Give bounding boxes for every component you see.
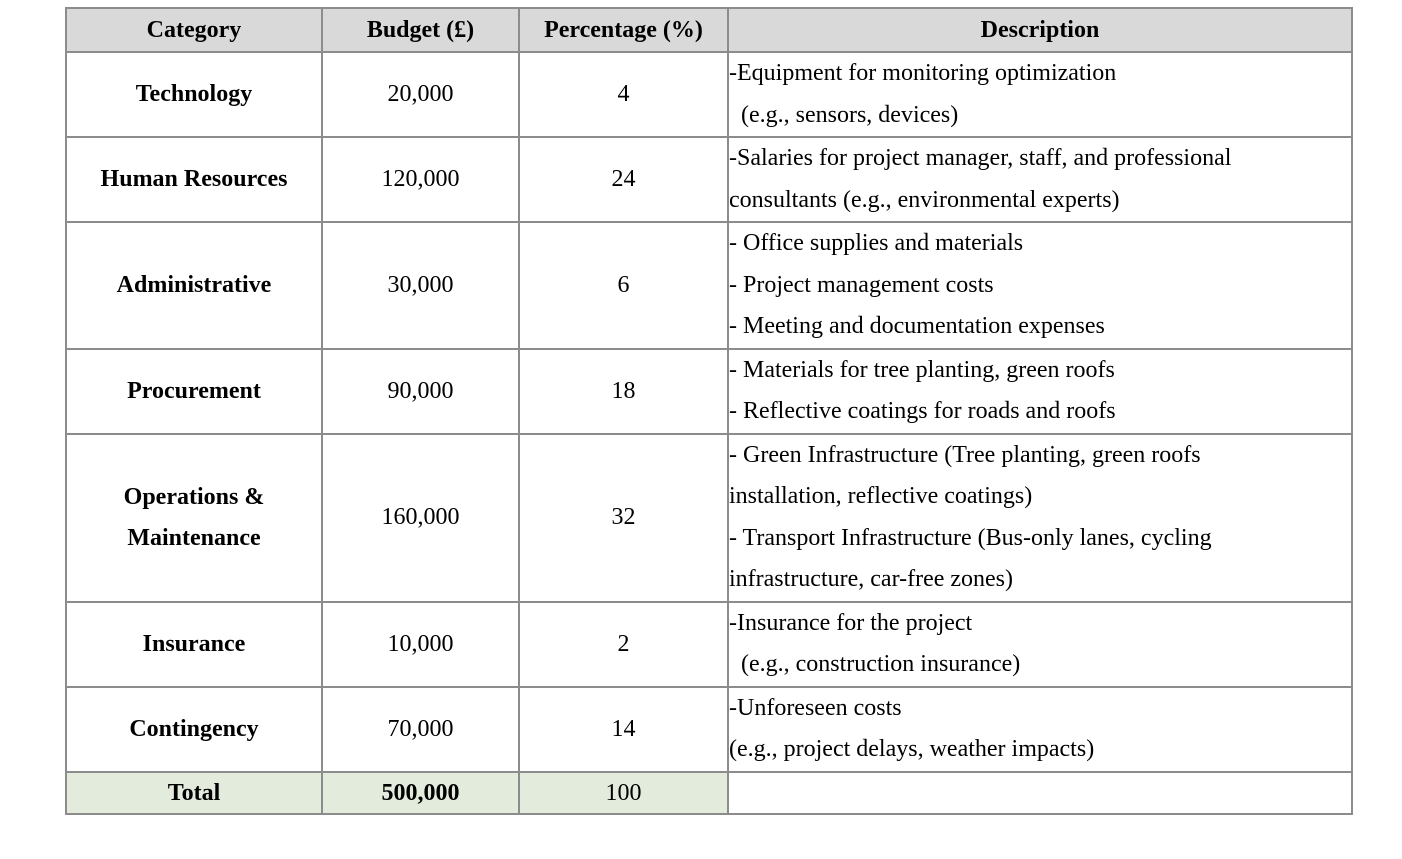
table-row: Insurance 10,000 2 -Insurance for the proje… bbox=[65, 600, 1353, 688]
total-label: Total bbox=[65, 770, 323, 815]
category-line: Maintenance bbox=[127, 524, 261, 551]
category-line: Technology bbox=[135, 81, 253, 107]
category-line: Administrative bbox=[116, 271, 272, 298]
row-budget: 120,000 bbox=[321, 136, 520, 223]
table-row: Human Resources 120,000 24 -Salaries for pr… bbox=[65, 136, 1353, 223]
row-percentage: 14 bbox=[518, 685, 729, 773]
description-line: consultants (e.g., environmental experts… bbox=[729, 186, 1120, 213]
description-line: installation, reflective coatings) bbox=[729, 483, 1033, 509]
row-category: Technology bbox=[65, 51, 323, 138]
description-line: - Reflective coatings for roads and roof… bbox=[729, 398, 1116, 424]
row-percentage: 18 bbox=[518, 347, 729, 435]
row-description: - Materials for tree planting, green roo… bbox=[727, 347, 1353, 435]
header-percentage: Percentage (%) bbox=[518, 7, 729, 53]
row-category: Human Resources bbox=[65, 136, 323, 223]
row-description: -Insurance for the project (e.g., constr… bbox=[727, 600, 1353, 688]
table-row: Administrative 30,000 6- Office supplies a… bbox=[65, 221, 1353, 350]
description-line: - Materials for tree planting, green roo… bbox=[729, 356, 1115, 383]
budget-table: Category Budget (£) Percentage (%) Descr… bbox=[65, 7, 1353, 815]
header-category: Category bbox=[65, 7, 323, 53]
description-line: - Green Infrastructure (Tree planting, g… bbox=[729, 441, 1201, 468]
description-line: (e.g., project delays, weather impacts) bbox=[729, 736, 1095, 762]
row-category: Administrative bbox=[65, 221, 323, 350]
category-line: Operations & bbox=[123, 483, 265, 510]
description-line: -Insurance for the project bbox=[729, 609, 973, 636]
row-description: - Green Infrastructure (Tree planting, g… bbox=[727, 432, 1353, 603]
row-budget: 30,000 bbox=[321, 221, 520, 350]
total-description bbox=[727, 770, 1353, 815]
row-description: -Unforeseen costs (e.g., project delays, … bbox=[727, 685, 1353, 773]
row-budget: 20,000 bbox=[321, 51, 520, 138]
category-line: Procurement bbox=[127, 377, 261, 404]
description-line: -Salaries for project manager, staff, an… bbox=[729, 145, 1232, 171]
row-description: - Office supplies and materials - Project… bbox=[727, 221, 1353, 350]
header-description: Description bbox=[727, 7, 1353, 53]
description-line: (e.g., sensors, devices) bbox=[729, 101, 959, 128]
total-percentage: 100 bbox=[518, 770, 729, 815]
description-line: (e.g., construction insurance) bbox=[729, 651, 1021, 677]
row-percentage: 32 bbox=[518, 432, 729, 603]
table-body: Technology 20,000 4 -Equipment for monitori… bbox=[65, 51, 1353, 815]
table-row: Operations & Maintenance 160,000 32- Green … bbox=[65, 432, 1353, 603]
row-budget: 10,000 bbox=[321, 600, 520, 688]
table-row: Procurement 90,000 18- Materials for tree … bbox=[65, 347, 1353, 435]
header-budget: Budget (£) bbox=[321, 7, 520, 53]
category-line: Human Resources bbox=[100, 166, 288, 192]
row-category: Procurement bbox=[65, 347, 323, 435]
description-line: - Transport Infrastructure (Bus-only lan… bbox=[729, 524, 1212, 551]
row-percentage: 2 bbox=[518, 600, 729, 688]
category-line: Insurance bbox=[142, 630, 246, 657]
description-line: -Unforeseen costs bbox=[729, 694, 902, 721]
row-category: Insurance bbox=[65, 600, 323, 688]
description-line: infrastructure, car-free zones) bbox=[729, 566, 1014, 592]
row-budget: 90,000 bbox=[321, 347, 520, 435]
row-description: -Equipment for monitoring optimization (… bbox=[727, 51, 1353, 138]
description-line: - Project management costs bbox=[729, 271, 994, 298]
description-line: - Meeting and documentation expenses bbox=[729, 313, 1105, 339]
header-row: Category Budget (£) Percentage (%) Descr… bbox=[65, 7, 1353, 53]
table-row: Technology 20,000 4 -Equipment for monitori… bbox=[65, 51, 1353, 138]
row-category: Operations & Maintenance bbox=[65, 432, 323, 603]
row-percentage: 4 bbox=[518, 51, 729, 138]
row-category: Contingency bbox=[65, 685, 323, 773]
row-budget: 160,000 bbox=[321, 432, 520, 603]
total-budget: 500,000 bbox=[321, 770, 520, 815]
table-row: Contingency 70,000 14 -Unforeseen costs (e.g… bbox=[65, 685, 1353, 773]
row-budget: 70,000 bbox=[321, 685, 520, 773]
row-percentage: 24 bbox=[518, 136, 729, 223]
category-line: Contingency bbox=[129, 715, 259, 742]
row-percentage: 6 bbox=[518, 221, 729, 350]
description-line: - Office supplies and materials bbox=[729, 230, 1024, 256]
total-row: Total 500,000 100 bbox=[65, 770, 1353, 815]
description-line: -Equipment for monitoring optimization bbox=[729, 60, 1117, 86]
row-description: -Salaries for project manager, staff, an… bbox=[727, 136, 1353, 223]
